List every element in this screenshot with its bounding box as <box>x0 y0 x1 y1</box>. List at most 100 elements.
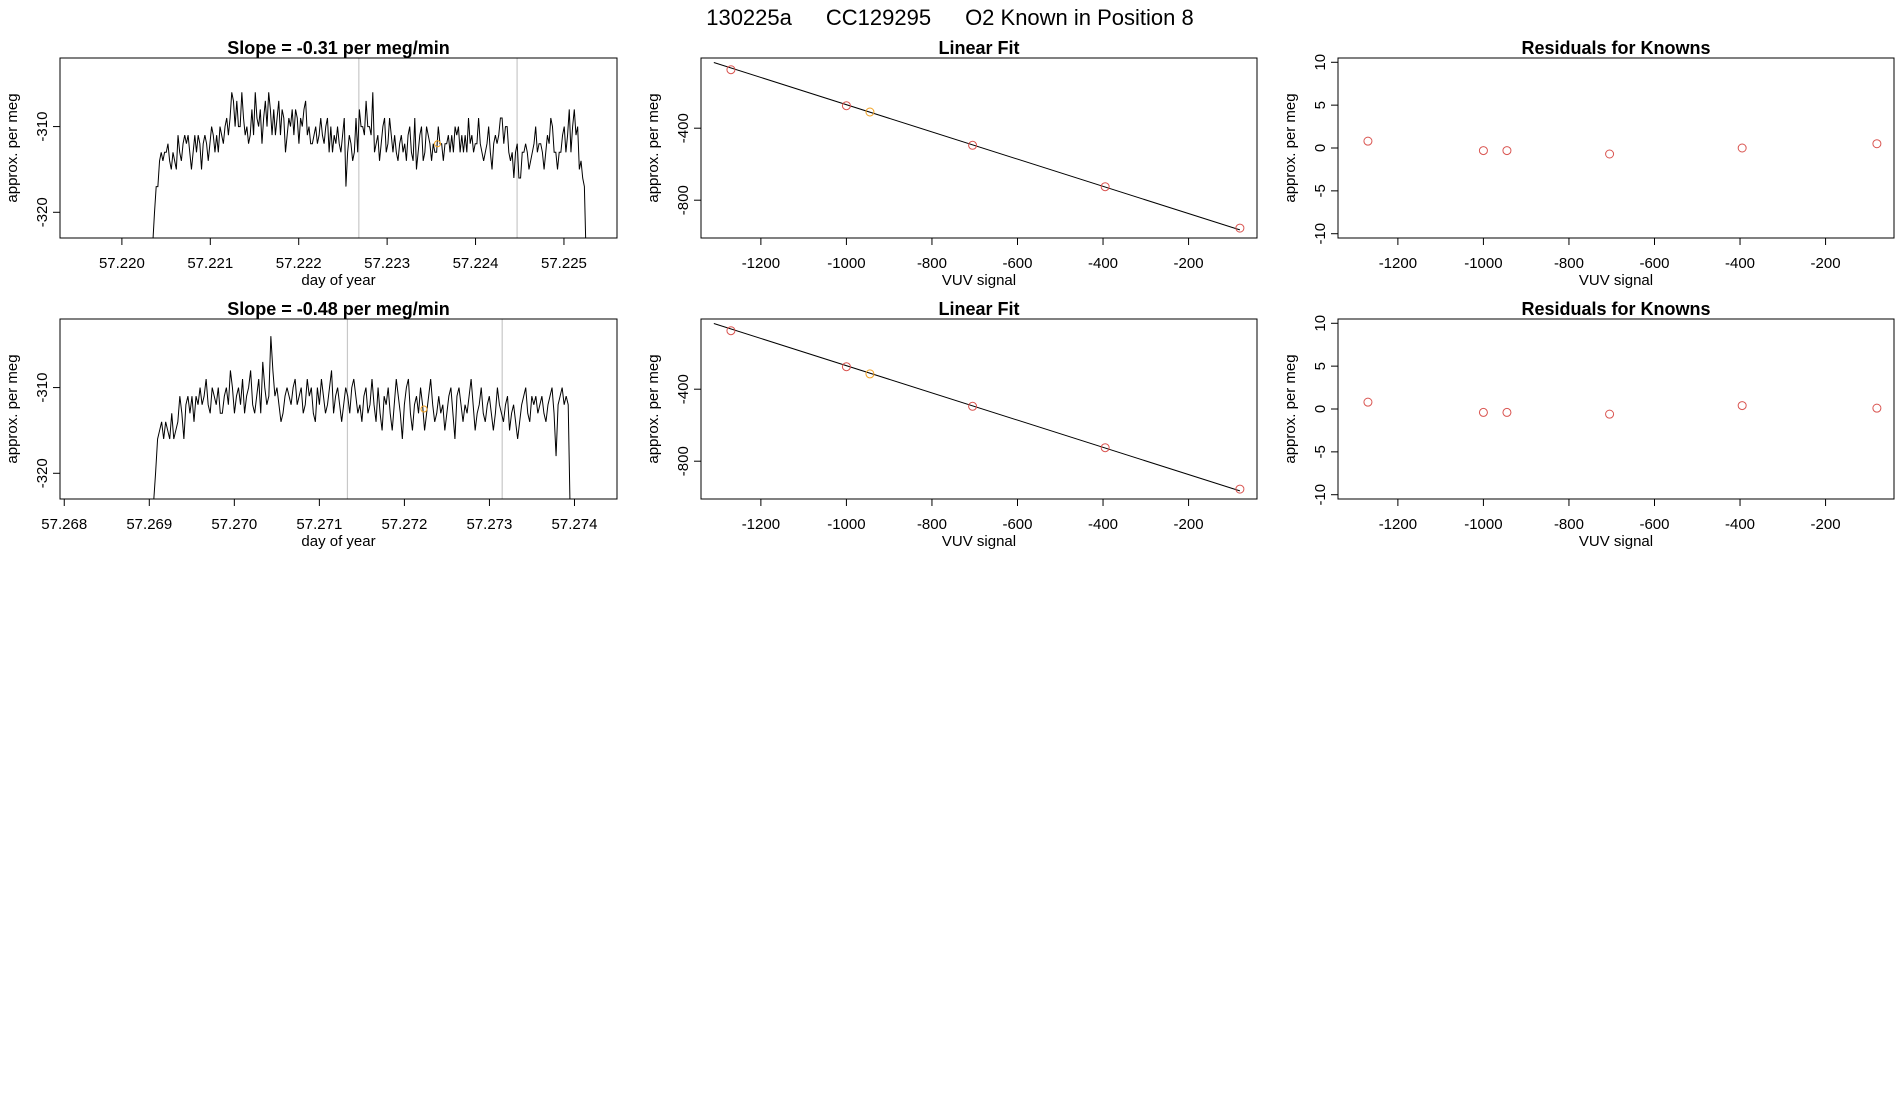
plot-area <box>153 319 571 499</box>
y-axis-label: approx. per meg <box>1282 93 1299 202</box>
y-axis: -310 -320 approx. per meg <box>4 354 61 488</box>
panel-residuals-2: Residuals for Knowns -1200 -1000 -800 -600 -4… <box>1282 299 1895 550</box>
x-tick-label: 57.271 <box>296 516 342 533</box>
x-tick-label: 57.222 <box>276 255 322 272</box>
y-axis: 10 5 0 -5 -10 approx. per meg <box>1282 315 1339 506</box>
y-tick-label: -320 <box>34 197 51 227</box>
y-axis: 10 5 0 -5 -10 approx. per meg <box>1282 54 1339 245</box>
y-tick-label: 5 <box>1312 101 1329 109</box>
x-tick-label: -1000 <box>827 255 865 272</box>
x-axis: -1200 -1000 -800 -600 -400 -200 VUV signal <box>742 237 1204 289</box>
known-point <box>1872 139 1882 149</box>
plot-frame <box>59 318 618 500</box>
panel-title: Residuals for Knowns <box>1521 299 1710 319</box>
x-axis: 57.268 57.269 57.270 57.271 57.272 57.273 57.2… <box>41 498 598 550</box>
known-point <box>1100 443 1110 453</box>
y-tick-label: 10 <box>1312 54 1329 71</box>
plot-frame <box>1337 57 1895 239</box>
x-tick-label: -1000 <box>1464 255 1502 272</box>
y-tick-label: -310 <box>34 373 51 403</box>
x-tick-label: -400 <box>1088 255 1118 272</box>
known-point <box>726 326 736 336</box>
x-tick-label: -1200 <box>742 255 780 272</box>
plot-area <box>713 323 1245 494</box>
title-run-id: 130225a <box>706 5 792 30</box>
x-axis-label: day of year <box>301 272 375 289</box>
y-tick-label: -5 <box>1312 184 1329 197</box>
x-tick-label: -600 <box>1639 255 1669 272</box>
y-tick-label: -400 <box>675 374 692 404</box>
x-axis: -1200 -1000 -800 -600 -400 -200 VUV signal <box>1379 237 1841 289</box>
x-tick-label: 57.272 <box>381 516 427 533</box>
x-axis: -1200 -1000 -800 -600 -400 -200 VUV signal <box>1379 498 1841 550</box>
x-tick-label: -600 <box>1002 516 1032 533</box>
y-tick-label: -10 <box>1312 484 1329 506</box>
y-axis-label: approx. per meg <box>645 93 662 202</box>
x-tick-label: -200 <box>1811 516 1841 533</box>
sample-highlight-point <box>420 405 428 413</box>
x-axis: 57.220 57.221 57.222 57.223 57.224 57.225 day … <box>99 237 587 289</box>
x-tick-label: -1000 <box>1464 516 1502 533</box>
panel-title: Linear Fit <box>938 299 1019 319</box>
known-point <box>1363 397 1373 407</box>
x-tick-label: 57.221 <box>187 255 233 272</box>
panel-title: Residuals for Knowns <box>1521 38 1710 58</box>
x-tick-label: 57.274 <box>552 516 598 533</box>
x-tick-label: -1200 <box>1379 516 1417 533</box>
x-tick-label: -400 <box>1725 516 1755 533</box>
x-tick-label: 57.225 <box>541 255 587 272</box>
y-tick-label: -800 <box>675 446 692 476</box>
x-tick-label: -800 <box>917 255 947 272</box>
y-tick-label: -400 <box>675 113 692 143</box>
sample-point <box>865 369 875 379</box>
y-axis-label: approx. per meg <box>4 93 21 202</box>
x-axis: -1200 -1000 -800 -600 -400 -200 VUV signal <box>742 498 1204 550</box>
known-point <box>1605 149 1615 159</box>
y-axis: -400 -800 approx. per meg <box>645 354 702 476</box>
x-tick-label: -400 <box>1725 255 1755 272</box>
known-point <box>726 65 736 75</box>
x-tick-label: 57.220 <box>99 255 145 272</box>
y-tick-label: 0 <box>1312 405 1329 413</box>
page-title: 130225a CC129295 O2 Known in Position 8 <box>706 5 1194 30</box>
y-tick-label: -320 <box>34 458 51 488</box>
y-axis: -400 -800 approx. per meg <box>645 93 702 215</box>
data-series-line <box>152 92 587 238</box>
known-point <box>1737 401 1747 411</box>
plot-panels: Slope = -0.31 per meg/min 57.220 57.221 57.… <box>4 38 1895 550</box>
x-tick-label: -600 <box>1639 516 1669 533</box>
known-point <box>968 140 978 150</box>
x-tick-label: 57.269 <box>126 516 172 533</box>
known-point <box>1502 146 1512 156</box>
known-point <box>1737 143 1747 153</box>
panel-linearfit-1: Linear Fit -1200 -1000 -800 -600 -400 -200 VUV … <box>645 38 1258 289</box>
x-axis-label: day of year <box>301 533 375 550</box>
x-axis-label: VUV signal <box>942 272 1016 289</box>
y-tick-label: 0 <box>1312 144 1329 152</box>
panel-title: Slope = -0.48 per meg/min <box>227 299 450 319</box>
x-axis-label: VUV signal <box>1579 533 1653 550</box>
y-tick-label: -310 <box>34 112 51 142</box>
known-point <box>1872 403 1882 413</box>
x-tick-label: -1200 <box>1379 255 1417 272</box>
known-point <box>1478 407 1488 417</box>
y-tick-label: -800 <box>675 185 692 215</box>
x-axis-label: VUV signal <box>942 533 1016 550</box>
panel-title: Linear Fit <box>938 38 1019 58</box>
sample-highlight-point <box>434 140 442 148</box>
panel-title: Slope = -0.31 per meg/min <box>227 38 450 58</box>
data-series-line <box>153 336 571 499</box>
y-tick-label: -5 <box>1312 445 1329 458</box>
panel-linearfit-2: Linear Fit -1200 -1000 -800 -600 -400 -200 VUV … <box>645 299 1258 550</box>
y-axis-label: approx. per meg <box>645 354 662 463</box>
sample-point <box>865 107 875 117</box>
title-description: O2 Known in Position 8 <box>965 5 1194 30</box>
plot-area <box>1363 397 1882 419</box>
x-tick-label: -800 <box>1554 255 1584 272</box>
plot-frame <box>1337 318 1895 500</box>
known-point <box>1478 146 1488 156</box>
y-axis-label: approx. per meg <box>4 354 21 463</box>
x-tick-label: -1000 <box>827 516 865 533</box>
known-point <box>841 362 851 372</box>
